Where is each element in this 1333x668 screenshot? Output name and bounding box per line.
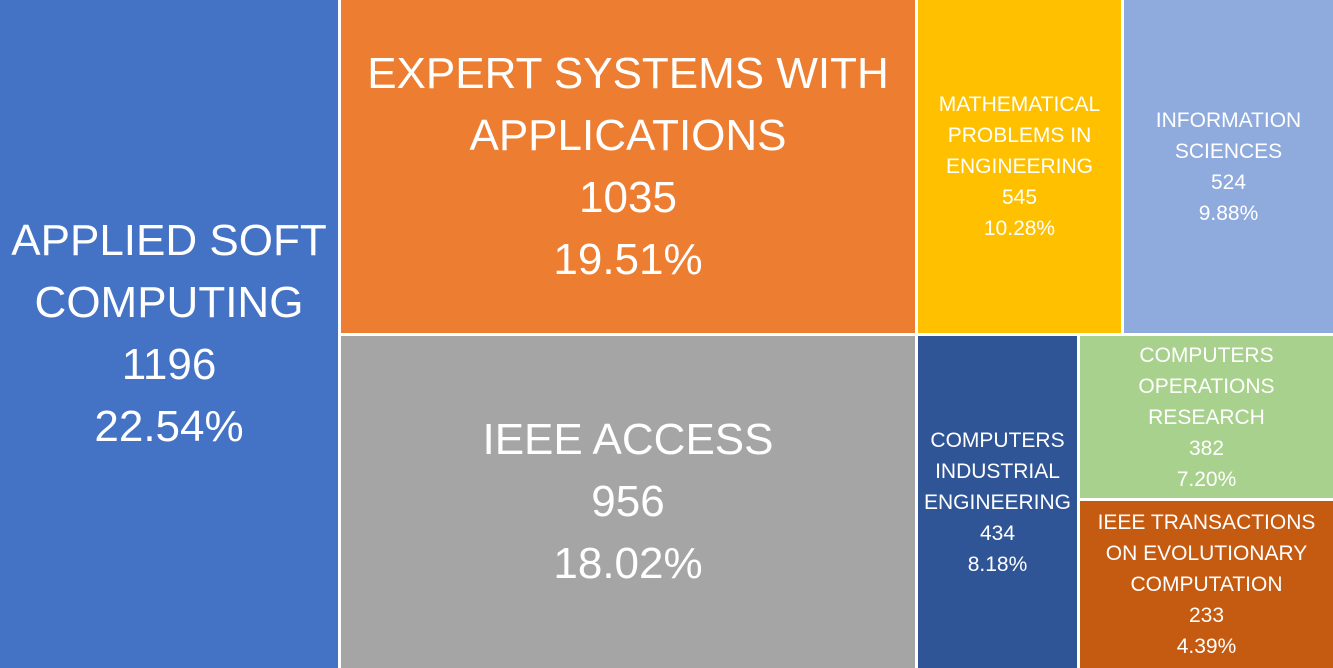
cell-percent: 10.28% — [983, 217, 1056, 240]
cell-label-line: IEEE TRANSACTIONS — [1097, 511, 1316, 534]
cell-label-line: APPLICATIONS — [469, 110, 787, 160]
treemap-cell-ieee-access: IEEE ACCESS 956 18.02% — [341, 336, 915, 668]
cell-value: 233 — [1188, 604, 1225, 627]
cell-percent: 18.02% — [553, 539, 703, 588]
cell-value: 524 — [1210, 170, 1247, 194]
cell-label-line: COMPUTING — [34, 278, 304, 327]
treemap-cell-ieee-transactions-on-evolutionary-computation: IEEE TRANSACTIONS ON EVOLUTIONARY COMPUTAT… — [1080, 501, 1333, 668]
cell-label-line: RESEARCH — [1148, 405, 1265, 429]
cell-label-line: INDUSTRIAL — [935, 459, 1060, 483]
cell-label-line: SCIENCES — [1174, 139, 1283, 163]
cell-label-line: IEEE ACCESS — [482, 415, 774, 464]
cell-percent: 9.88% — [1198, 201, 1259, 225]
cell-value: 1196 — [121, 340, 217, 389]
cell-label-line: MATHEMATICAL — [938, 93, 1101, 116]
cell-label-line: COMPUTATION — [1130, 573, 1283, 596]
cell-value: 1035 — [579, 172, 677, 222]
cell-label-line: COMPUTERS — [1139, 343, 1274, 367]
treemap-cell-expert-systems-with-applications: EXPERT SYSTEMS WITH APPLICATIONS 1035 19.51… — [341, 0, 915, 333]
cell-value: 956 — [591, 477, 665, 526]
treemap-cell-computers-operations-research: COMPUTERS OPERATIONS RESEARCH 382 7.20% — [1080, 336, 1333, 498]
cell-value: 545 — [1001, 186, 1038, 209]
cell-label-line: PROBLEMS IN — [947, 124, 1092, 147]
cell-value: 434 — [979, 521, 1016, 545]
cell-label-line: COMPUTERS — [930, 428, 1065, 452]
treemap-cell-computers-industrial-engineering: COMPUTERS INDUSTRIAL ENGINEERING 434 8.18% — [918, 336, 1077, 668]
cell-value: 382 — [1188, 436, 1225, 460]
cell-label-line: ON EVOLUTIONARY — [1105, 542, 1308, 565]
cell-percent: 22.54% — [94, 402, 244, 451]
treemap-cell-information-sciences: INFORMATION SCIENCES 524 9.88% — [1124, 0, 1333, 333]
cell-percent: 7.20% — [1176, 467, 1237, 491]
cell-label-line: EXPERT SYSTEMS WITH — [367, 48, 889, 98]
treemap-cell-applied-soft-computing: APPLIED SOFT COMPUTING 1196 22.54% — [0, 0, 338, 668]
cell-percent: 19.51% — [553, 234, 703, 284]
cell-label-line: INFORMATION — [1155, 108, 1302, 132]
treemap-cell-mathematical-problems-in-engineering: MATHEMATICAL PROBLEMS IN ENGINEERING 545 10.… — [918, 0, 1121, 333]
cell-label-line: APPLIED SOFT — [11, 216, 327, 265]
cell-label-line: ENGINEERING — [945, 155, 1094, 178]
cell-percent: 4.39% — [1176, 635, 1237, 658]
cell-label-line: OPERATIONS — [1138, 374, 1275, 398]
cell-percent: 8.18% — [967, 552, 1028, 576]
cell-label-line: ENGINEERING — [923, 490, 1072, 514]
